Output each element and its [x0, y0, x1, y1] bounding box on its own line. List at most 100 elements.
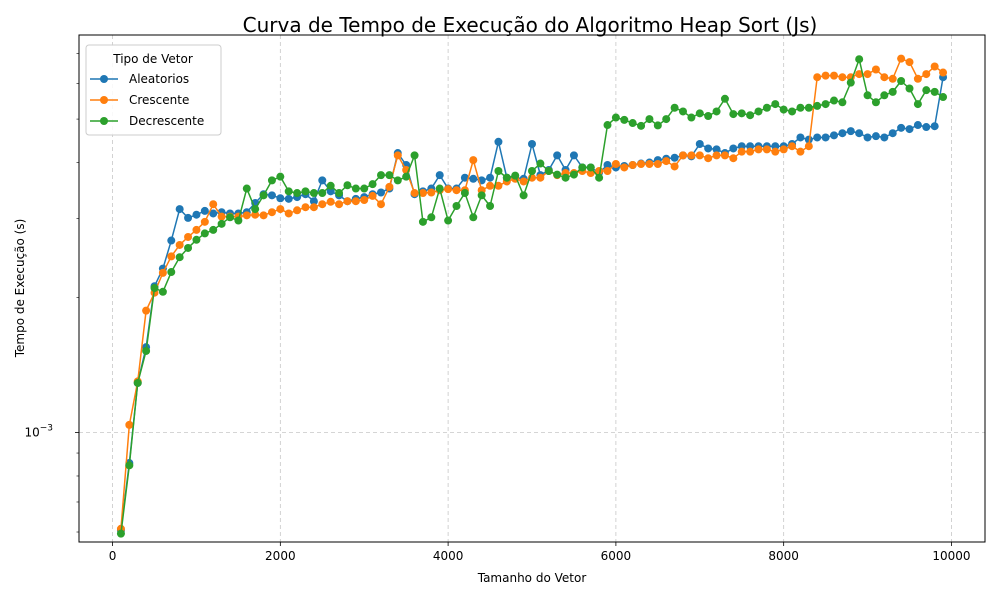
data-point-crescente: [712, 151, 721, 160]
data-point-decrescente: [477, 191, 486, 200]
data-point-decrescente: [544, 167, 553, 175]
data-point-crescente: [326, 197, 335, 206]
data-point-decrescente: [922, 86, 931, 95]
data-point-crescente: [737, 147, 746, 156]
data-point-crescente: [871, 65, 880, 74]
data-point-crescente: [385, 182, 394, 191]
data-point-aleatorios: [712, 145, 721, 154]
data-point-crescente: [335, 200, 344, 209]
data-point-crescente: [838, 73, 847, 82]
data-point-decrescente: [116, 529, 125, 538]
data-point-crescente: [637, 160, 646, 169]
data-point-decrescente: [133, 378, 142, 387]
data-point-aleatorios: [184, 213, 193, 222]
data-point-decrescente: [326, 181, 335, 190]
data-point-decrescente: [754, 107, 763, 116]
data-point-decrescente: [242, 184, 251, 193]
data-point-crescente: [486, 181, 495, 190]
data-point-crescente: [309, 203, 318, 212]
data-point-crescente: [360, 196, 369, 205]
data-point-decrescente: [309, 189, 318, 198]
data-point-crescente: [184, 232, 193, 241]
x-tick-label: 0: [109, 549, 117, 563]
legend-entry-aleatorios: Aleatorios: [90, 72, 189, 86]
data-point-decrescente: [142, 346, 151, 355]
data-point-aleatorios: [863, 133, 872, 142]
data-point-decrescente: [175, 253, 184, 262]
data-point-aleatorios: [486, 173, 495, 182]
data-point-decrescente: [385, 171, 394, 180]
data-point-crescente: [259, 211, 268, 220]
data-point-crescente: [200, 217, 209, 226]
data-point-crescente: [284, 209, 293, 218]
data-point-aleatorios: [435, 171, 444, 180]
data-point-decrescente: [444, 216, 453, 225]
data-point-decrescente: [301, 187, 310, 196]
data-point-decrescente: [234, 216, 243, 225]
data-point-crescente: [410, 189, 419, 198]
data-point-crescente: [897, 54, 906, 63]
data-point-decrescente: [737, 109, 746, 118]
data-point-crescente: [754, 145, 763, 154]
data-point-decrescente: [335, 189, 344, 198]
data-point-decrescente: [226, 213, 234, 222]
data-point-aleatorios: [377, 188, 385, 197]
data-point-aleatorios: [821, 133, 830, 142]
data-point-aleatorios: [804, 135, 813, 144]
data-point-crescente: [821, 71, 830, 80]
data-point-decrescente: [502, 173, 511, 182]
data-point-crescente: [762, 145, 771, 154]
data-point-crescente: [930, 62, 939, 71]
data-point-decrescente: [628, 119, 637, 128]
data-point-crescente: [620, 163, 629, 172]
data-point-crescente: [301, 203, 310, 212]
data-point-crescente: [729, 154, 738, 163]
data-point-decrescente: [846, 78, 855, 87]
data-point-crescente: [217, 212, 226, 221]
data-point-aleatorios: [267, 191, 276, 200]
data-point-aleatorios: [603, 161, 612, 169]
x-tick-label: 4000: [433, 549, 464, 563]
data-point-decrescente: [620, 115, 629, 124]
data-point-decrescente: [158, 287, 167, 296]
data-point-aleatorios: [905, 125, 914, 134]
data-point-crescente: [670, 162, 679, 171]
data-point-crescente: [662, 157, 671, 166]
data-point-crescente: [628, 161, 637, 169]
data-point-crescente: [813, 73, 822, 82]
data-point-decrescente: [804, 103, 813, 112]
series-line-crescente: [120, 57, 944, 529]
data-point-decrescente: [695, 109, 704, 118]
data-point-aleatorios: [276, 194, 285, 203]
series-decrescente: [116, 55, 948, 538]
data-point-decrescente: [418, 217, 427, 226]
data-point-decrescente: [569, 170, 578, 179]
data-point-decrescente: [788, 107, 797, 116]
legend-entry-crescente: Crescente: [90, 93, 189, 107]
data-point-decrescente: [351, 184, 360, 193]
data-point-aleatorios: [846, 127, 855, 136]
data-point-aleatorios: [460, 173, 469, 182]
legend-label-crescente: Crescente: [129, 93, 189, 107]
data-point-crescente: [452, 186, 461, 195]
data-point-aleatorios: [930, 122, 939, 131]
data-point-decrescente: [192, 235, 201, 244]
data-point-crescente: [343, 197, 352, 206]
legend-marker-decrescente: [100, 117, 108, 125]
data-point-crescente: [192, 225, 201, 234]
data-point-aleatorios: [670, 153, 679, 162]
data-point-crescente: [645, 160, 654, 169]
legend-frame: [85, 44, 222, 136]
data-point-crescente: [804, 142, 813, 151]
series-aleatorios: [116, 73, 948, 535]
data-point-aleatorios: [494, 137, 503, 146]
data-point-aleatorios: [175, 205, 184, 214]
data-point-crescente: [922, 70, 931, 79]
data-point-decrescente: [318, 189, 327, 198]
data-point-aleatorios: [888, 129, 897, 138]
data-point-crescente: [905, 58, 914, 67]
data-point-decrescente: [578, 163, 587, 172]
data-point-decrescente: [611, 113, 620, 122]
data-point-decrescente: [435, 184, 444, 193]
data-point-aleatorios: [830, 131, 838, 140]
